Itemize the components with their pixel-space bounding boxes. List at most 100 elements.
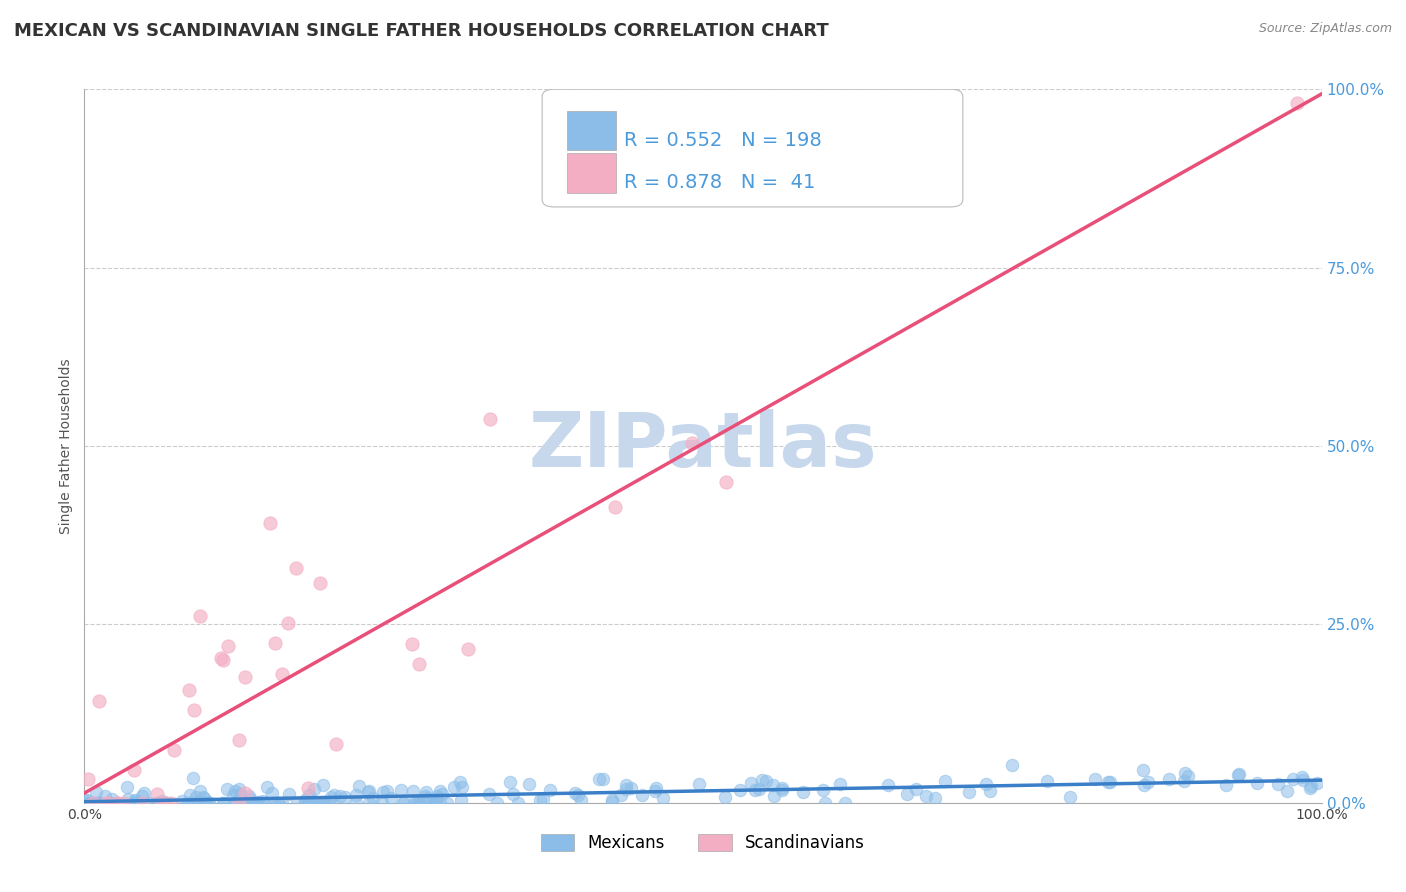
Point <box>233 786 256 800</box>
Point <box>564 786 586 800</box>
Point <box>814 796 837 810</box>
Point <box>429 796 451 810</box>
Point <box>1173 774 1195 789</box>
Point <box>588 772 610 787</box>
Point <box>295 796 318 810</box>
Point <box>194 796 217 810</box>
Text: MEXICAN VS SCANDINAVIAN SINGLE FATHER HOUSEHOLDS CORRELATION CHART: MEXICAN VS SCANDINAVIAN SINGLE FATHER HO… <box>14 22 828 40</box>
Point <box>688 777 710 791</box>
Point <box>957 785 980 799</box>
Point <box>82 796 104 810</box>
Point <box>529 793 551 807</box>
Point <box>426 789 449 804</box>
Text: R = 0.552   N = 198: R = 0.552 N = 198 <box>624 130 821 150</box>
Point <box>423 796 446 810</box>
Point <box>569 793 592 807</box>
Point <box>792 785 814 799</box>
Point <box>1133 778 1156 792</box>
Point <box>246 796 269 810</box>
Point <box>212 796 235 810</box>
Point <box>1177 769 1199 783</box>
Point <box>924 791 946 805</box>
Point <box>209 650 232 665</box>
Point <box>1299 779 1322 793</box>
Point <box>394 795 416 809</box>
Point <box>228 781 250 796</box>
Point <box>214 796 236 810</box>
Point <box>363 790 385 805</box>
Point <box>245 796 267 810</box>
Point <box>124 763 146 777</box>
Point <box>84 785 107 799</box>
Point <box>277 615 299 630</box>
Point <box>1036 773 1059 788</box>
Point <box>401 637 423 651</box>
Point <box>346 796 368 810</box>
Point <box>770 780 793 795</box>
Point <box>359 796 381 810</box>
Point <box>150 794 173 808</box>
Point <box>105 796 128 810</box>
Point <box>77 772 100 787</box>
Point <box>499 774 522 789</box>
Point <box>146 787 169 801</box>
Point <box>94 789 117 803</box>
Point <box>75 796 97 810</box>
Point <box>247 795 270 809</box>
Point <box>1157 772 1180 786</box>
Point <box>371 785 394 799</box>
Point <box>602 795 624 809</box>
Point <box>430 787 453 801</box>
Point <box>314 796 336 810</box>
Point <box>299 796 322 810</box>
Point <box>1285 96 1308 111</box>
Point <box>1227 768 1250 782</box>
Point <box>834 796 856 810</box>
Point <box>115 780 138 794</box>
Point <box>770 783 793 797</box>
Point <box>231 796 253 810</box>
Point <box>239 791 262 805</box>
Point <box>762 778 785 792</box>
Point <box>755 774 778 789</box>
Point <box>450 793 472 807</box>
Point <box>271 796 294 810</box>
Point <box>408 657 430 671</box>
Point <box>212 653 235 667</box>
Point <box>380 790 402 805</box>
Point <box>184 789 207 804</box>
Point <box>112 796 135 810</box>
Point <box>298 788 321 802</box>
Point <box>183 703 205 717</box>
Point <box>567 788 589 802</box>
Point <box>502 787 524 801</box>
Point <box>600 793 623 807</box>
Point <box>1084 772 1107 786</box>
Point <box>256 780 278 794</box>
Point <box>389 782 412 797</box>
Point <box>1059 789 1081 804</box>
Point <box>177 683 200 698</box>
Point <box>86 796 108 810</box>
Point <box>297 780 319 795</box>
Point <box>285 561 308 575</box>
Point <box>309 796 332 810</box>
Point <box>751 772 773 787</box>
Point <box>1267 777 1289 791</box>
Point <box>644 784 666 798</box>
Point <box>294 793 316 807</box>
Point <box>132 796 155 810</box>
Point <box>298 796 321 810</box>
Point <box>91 796 114 810</box>
Point <box>974 777 997 791</box>
Point <box>1299 780 1322 795</box>
Point <box>896 787 918 801</box>
Point <box>76 793 98 807</box>
Text: ZIPatlas: ZIPatlas <box>529 409 877 483</box>
Point <box>610 788 633 802</box>
Point <box>117 792 139 806</box>
Point <box>253 796 276 810</box>
Point <box>267 796 290 810</box>
Point <box>905 782 928 797</box>
Point <box>304 782 326 797</box>
